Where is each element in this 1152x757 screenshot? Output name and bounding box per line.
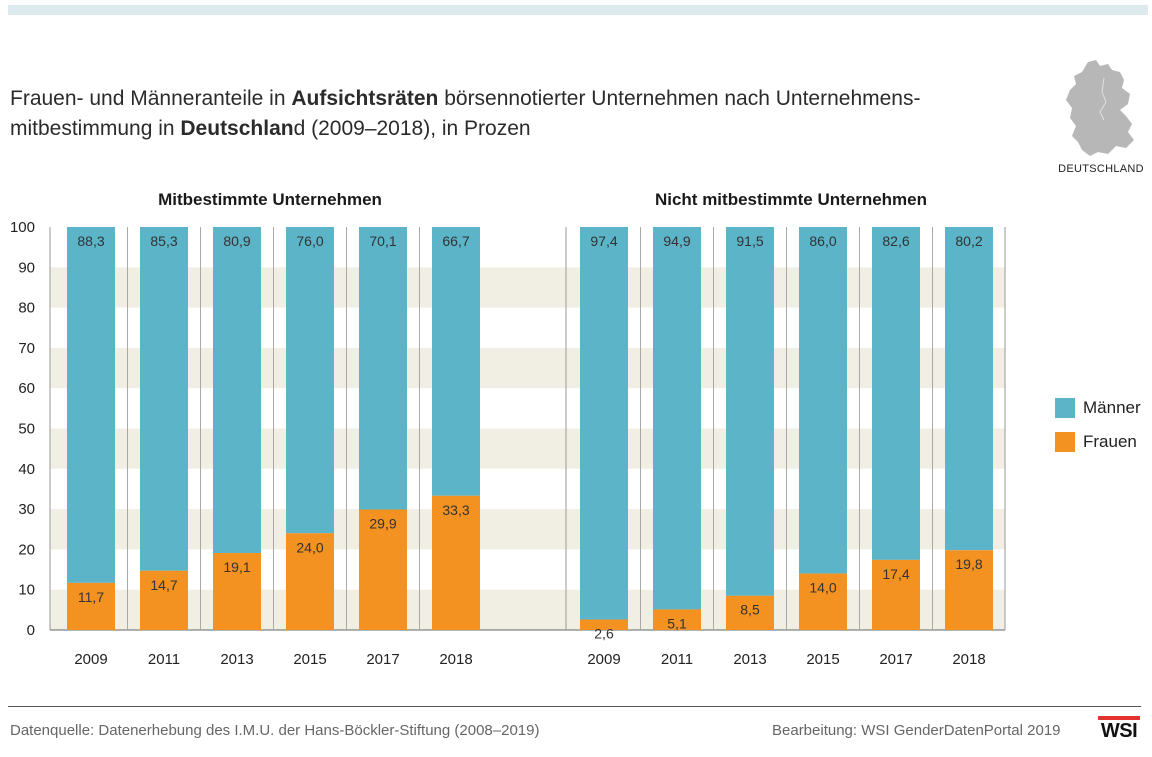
- bar-women: [286, 533, 334, 630]
- bar-women: [67, 582, 115, 630]
- y-tick-label: 90: [18, 259, 35, 276]
- bar-men: [359, 227, 407, 510]
- group-title: Mitbestimmte Unternehmen: [158, 190, 382, 209]
- y-tick-label: 0: [27, 622, 35, 639]
- data-label-women: 2,6: [594, 626, 614, 642]
- legend-item-men: Männer: [1055, 398, 1141, 418]
- bar-men: [67, 227, 115, 583]
- data-label-women: 17,4: [882, 566, 909, 582]
- data-label-women: 14,0: [809, 580, 836, 596]
- legend-item-women: Frauen: [1055, 432, 1141, 452]
- y-tick-label: 70: [18, 340, 35, 357]
- data-label-women: 33,3: [442, 502, 469, 518]
- data-label-men: 94,9: [663, 233, 690, 249]
- y-tick-label: 100: [10, 219, 35, 236]
- data-label-women: 5,1: [667, 615, 687, 631]
- grid-band: [50, 347, 1005, 389]
- bar-men: [726, 227, 774, 596]
- bar-women: [140, 570, 188, 630]
- data-source-text: Datenquelle: Datenerhebung des I.M.U. de…: [10, 722, 540, 739]
- grid-band: [50, 267, 1005, 308]
- legend-swatch-women: [1055, 432, 1075, 452]
- grid-band: [50, 589, 1005, 630]
- legend-label-women: Frauen: [1083, 432, 1137, 451]
- legend: Männer Frauen: [1055, 398, 1141, 466]
- germany-map-shape: [1066, 60, 1134, 156]
- bar-men: [945, 227, 993, 551]
- x-tick-label: 2015: [806, 651, 839, 668]
- legend-swatch-men: [1055, 398, 1075, 418]
- data-label-men: 91,5: [736, 233, 763, 249]
- data-label-women: 8,5: [740, 602, 760, 618]
- x-tick-label: 2018: [439, 651, 472, 668]
- data-label-women: 19,1: [223, 559, 250, 575]
- x-tick-label: 2011: [148, 651, 180, 668]
- bar-women: [872, 559, 920, 630]
- bar-women: [213, 553, 261, 630]
- data-label-women: 24,0: [296, 539, 323, 555]
- x-tick-label: 2017: [879, 651, 912, 668]
- bar-men: [872, 227, 920, 560]
- x-tick-label: 2009: [74, 651, 107, 668]
- y-tick-label: 10: [18, 582, 35, 599]
- footer-divider: [8, 706, 1141, 707]
- x-tick-label: 2018: [952, 651, 985, 668]
- data-label-men: 88,3: [77, 233, 104, 249]
- data-label-men: 80,9: [223, 233, 250, 249]
- data-label-women: 14,7: [150, 577, 177, 593]
- bar-men: [799, 227, 847, 574]
- x-tick-label: 2013: [733, 651, 766, 668]
- data-label-women: 19,8: [955, 556, 982, 572]
- bar-women: [432, 495, 480, 630]
- wsi-logo-bar: [1098, 716, 1140, 720]
- y-tick-label: 80: [18, 300, 35, 317]
- bar-men: [213, 227, 261, 554]
- wsi-logo: WSI: [1098, 716, 1140, 744]
- data-label-men: 70,1: [369, 233, 396, 249]
- y-tick-label: 40: [18, 461, 35, 478]
- y-tick-label: 20: [18, 541, 35, 558]
- x-tick-label: 2011: [661, 651, 693, 668]
- credit-text: Bearbeitung: WSI GenderDatenPortal 2019: [772, 722, 1061, 739]
- germany-map-icon: [1066, 60, 1134, 156]
- data-label-men: 66,7: [442, 233, 469, 249]
- grid-band: [50, 428, 1005, 469]
- y-tick-label: 30: [18, 501, 35, 518]
- country-label: DEUTSCHLAND: [1058, 163, 1144, 175]
- bar-women: [726, 595, 774, 630]
- bar-men: [140, 227, 188, 571]
- data-label-men: 97,4: [590, 233, 617, 249]
- data-label-men: 80,2: [955, 233, 982, 249]
- wsi-logo-text: WSI: [1100, 720, 1138, 742]
- bar-women: [359, 509, 407, 630]
- bar-women: [580, 619, 628, 630]
- bar-men: [580, 227, 628, 620]
- bar-men: [432, 227, 480, 496]
- data-label-men: 85,3: [150, 233, 177, 249]
- stacked-bar-chart: 0 10 20 30 40 50 60 70 80 90 100 Mitbestimmte Unter…: [10, 190, 1006, 668]
- data-label-men: 86,0: [809, 233, 836, 249]
- data-label-women: 11,7: [78, 589, 104, 605]
- top-accent-bar: [8, 5, 1148, 15]
- bar-women: [653, 609, 701, 630]
- bar-men: [653, 227, 701, 610]
- x-tick-label: 2013: [220, 651, 253, 668]
- chart-title: Frauen- und Männeranteile in Aufsichtsrä…: [10, 87, 921, 140]
- data-label-women: 29,9: [369, 516, 396, 532]
- x-tick-label: 2009: [587, 651, 620, 668]
- y-tick-label: 60: [18, 380, 35, 397]
- data-label-men: 76,0: [296, 233, 323, 249]
- bar-women: [945, 550, 993, 630]
- group-title: Nicht mitbestimmte Unternehmen: [655, 190, 927, 209]
- germany-map-border: [1099, 77, 1107, 121]
- y-tick-label: 50: [18, 421, 35, 438]
- data-label-men: 82,6: [882, 233, 909, 249]
- x-tick-label: 2015: [293, 651, 326, 668]
- legend-label-men: Männer: [1083, 398, 1141, 417]
- bar-men: [286, 227, 334, 534]
- x-tick-label: 2017: [366, 651, 399, 668]
- bar-women: [799, 573, 847, 630]
- grid-band: [50, 509, 1005, 550]
